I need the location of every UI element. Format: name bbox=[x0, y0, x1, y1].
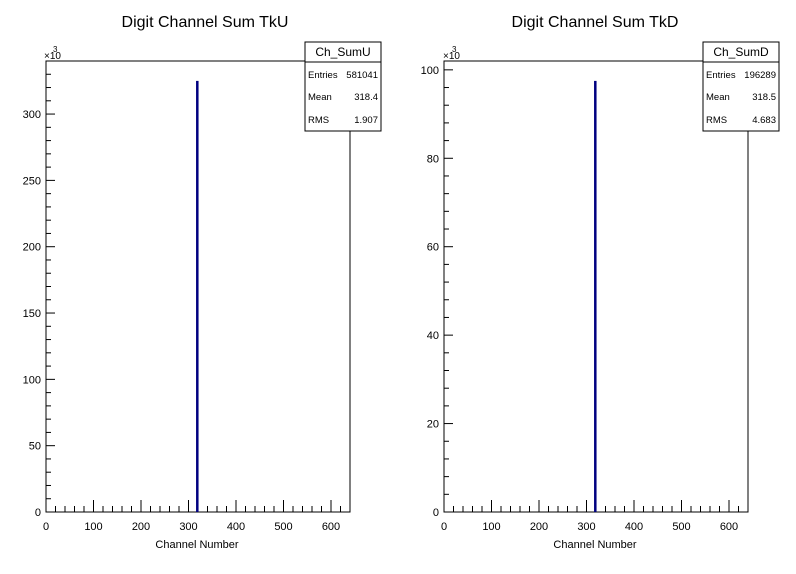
histogram-bar bbox=[594, 80, 597, 512]
x-tick-label: 100 bbox=[84, 521, 102, 533]
y-tick-label: 100 bbox=[23, 374, 41, 386]
x-tick-label: 200 bbox=[530, 521, 548, 533]
y-tick-label: 20 bbox=[427, 419, 439, 431]
y-multiplier: ×10 3 bbox=[443, 45, 460, 62]
y-axis-ticks: 0 20 40 60 80 100 bbox=[421, 65, 453, 519]
y-tick-label: 300 bbox=[23, 109, 41, 121]
svg-text:1.907: 1.907 bbox=[354, 115, 378, 126]
svg-text:RMS: RMS bbox=[308, 115, 329, 126]
svg-text:581041: 581041 bbox=[346, 70, 378, 81]
chart-title: Digit Channel Sum TkU bbox=[122, 14, 289, 31]
svg-text:×10: ×10 bbox=[44, 51, 61, 62]
svg-text:Mean: Mean bbox=[308, 92, 332, 103]
svg-text:Entries: Entries bbox=[308, 70, 338, 81]
svg-text:318.5: 318.5 bbox=[752, 92, 776, 103]
histogram-bar bbox=[196, 80, 199, 512]
y-tick-label: 150 bbox=[23, 308, 41, 320]
x-axis-ticks: 0 100 200 300 400 500 600 bbox=[43, 500, 351, 533]
y-tick-label: 0 bbox=[433, 507, 439, 519]
histogram-bars bbox=[594, 80, 597, 512]
svg-text:3: 3 bbox=[53, 45, 58, 54]
y-tick-label: 40 bbox=[427, 330, 439, 342]
y-tick-label: 200 bbox=[23, 242, 41, 254]
svg-text:3: 3 bbox=[452, 45, 457, 54]
chart-title: Digit Channel Sum TkD bbox=[512, 14, 679, 31]
svg-text:Ch_SumU: Ch_SumU bbox=[315, 45, 370, 59]
x-tick-label: 200 bbox=[132, 521, 150, 533]
x-axis-label: Channel Number bbox=[155, 539, 238, 551]
x-tick-label: 600 bbox=[322, 521, 340, 533]
x-tick-label: 400 bbox=[227, 521, 245, 533]
x-tick-label: 300 bbox=[577, 521, 595, 533]
svg-text:RMS: RMS bbox=[706, 115, 727, 126]
y-tick-label: 60 bbox=[427, 242, 439, 254]
svg-text:318.4: 318.4 bbox=[354, 92, 378, 103]
x-tick-label: 0 bbox=[441, 521, 447, 533]
svg-text:Ch_SumD: Ch_SumD bbox=[713, 45, 769, 59]
x-tick-label: 600 bbox=[720, 521, 738, 533]
y-tick-label: 0 bbox=[35, 507, 41, 519]
histogram-bars bbox=[196, 80, 199, 512]
y-tick-label: 80 bbox=[427, 153, 439, 165]
y-tick-label: 50 bbox=[29, 441, 41, 453]
svg-text:×10: ×10 bbox=[443, 51, 460, 62]
y-tick-label: 250 bbox=[23, 175, 41, 187]
svg-text:196289: 196289 bbox=[744, 70, 776, 81]
x-tick-label: 400 bbox=[625, 521, 643, 533]
y-axis-ticks: 0 50 100 150 200 250 300 bbox=[23, 60, 55, 519]
panel-tkd: Digit Channel Sum TkD ×10 3 0 100 200 300 40… bbox=[421, 14, 780, 551]
panel-tku: Digit Channel Sum TkU ×10 3 0 100 200 300 40… bbox=[23, 14, 382, 551]
x-tick-label: 500 bbox=[274, 521, 292, 533]
svg-text:Entries: Entries bbox=[706, 70, 736, 81]
x-tick-label: 0 bbox=[43, 521, 49, 533]
x-tick-label: 500 bbox=[672, 521, 690, 533]
x-tick-label: 300 bbox=[179, 521, 197, 533]
svg-text:4.683: 4.683 bbox=[752, 115, 776, 126]
stats-box: Ch_SumU Entries 581041 Mean 318.4 RMS 1.… bbox=[304, 41, 382, 132]
y-tick-label: 100 bbox=[421, 65, 439, 77]
x-tick-label: 100 bbox=[482, 521, 500, 533]
x-axis-label: Channel Number bbox=[553, 539, 636, 551]
stats-box: Ch_SumD Entries 196289 Mean 318.5 RMS 4.… bbox=[702, 41, 780, 132]
svg-text:Mean: Mean bbox=[706, 92, 730, 103]
y-multiplier: ×10 3 bbox=[44, 45, 61, 62]
